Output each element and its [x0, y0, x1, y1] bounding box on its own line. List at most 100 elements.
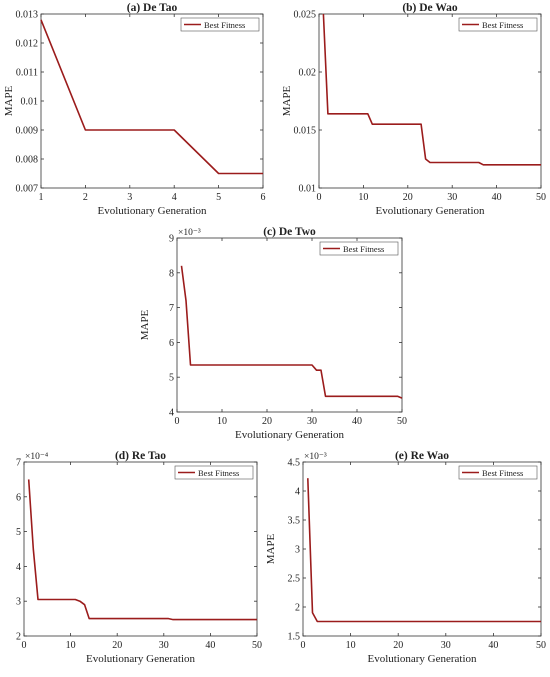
series-line-1: [180, 265, 403, 399]
series-line-1: [40, 19, 263, 175]
y-tick-label: 2.5: [288, 574, 301, 585]
y-tick-label: 8: [169, 268, 174, 279]
plot-area: [318, 13, 542, 189]
series-line-1: [307, 478, 541, 623]
x-tick-label: 40: [488, 640, 498, 651]
y-tick-label: 7: [16, 458, 21, 469]
x-tick-label: 10: [358, 192, 368, 203]
plot-area: [40, 13, 264, 189]
x-axis-label: Evolutionary Generation: [86, 653, 196, 665]
y-tick-label: 6: [16, 492, 21, 503]
y-tick-label: 0.015: [294, 126, 317, 137]
chart-panel-5: 0 10 20 30 40 50 1.5 2 2.5 3 3.5 4 4.5×10⁻³ (e) Re Wa…: [265, 450, 546, 665]
x-tick-label: 10: [66, 640, 76, 651]
y-tick-label: 9: [169, 234, 174, 245]
x-tick-label: 20: [393, 640, 403, 651]
x-tick-label: 5: [216, 192, 221, 203]
x-axis-label: Evolutionary Generation: [235, 429, 345, 441]
y-tick-label: 3: [295, 545, 300, 556]
legend-box: [458, 465, 538, 480]
x-tick-label: 0: [175, 416, 180, 427]
legend-box: [174, 465, 254, 480]
legend-box: [180, 17, 260, 32]
x-tick-label: 20: [403, 192, 413, 203]
y-axis-label: MAPE: [281, 85, 293, 116]
plot-area: [302, 461, 542, 637]
x-tick-label: 3: [127, 192, 132, 203]
legend-label: Best Fitness: [343, 244, 384, 254]
legend: Best Fitness: [458, 17, 538, 32]
x-tick-label: 50: [536, 640, 546, 651]
x-tick-label: 20: [112, 640, 122, 651]
y-tick-label: 2: [16, 632, 21, 643]
y-tick-label: 3: [16, 597, 21, 608]
x-tick-label: 4: [172, 192, 177, 203]
y-tick-label: 2: [295, 603, 300, 614]
x-tick-label: 30: [441, 640, 451, 651]
y-tick-label: 4: [295, 487, 300, 498]
y-tick-label: 0.01: [21, 97, 39, 108]
x-tick-label: 40: [205, 640, 215, 651]
x-tick-label: 1: [39, 192, 44, 203]
x-tick-label: 50: [252, 640, 262, 651]
y-tick-label: 4.5: [288, 458, 301, 469]
y-tick-label: 0.012: [16, 39, 39, 50]
y-tick-label: 0.011: [16, 68, 38, 79]
chart-title: (d) Re Tao: [115, 450, 166, 462]
y-tick-label: 4: [16, 562, 21, 573]
x-tick-label: 30: [159, 640, 169, 651]
x-tick-label: 10: [346, 640, 356, 651]
legend-label: Best Fitness: [482, 20, 523, 30]
chart-title: (a) De Tao: [127, 2, 178, 14]
x-tick-label: 30: [447, 192, 457, 203]
y-tick-label: 6: [169, 338, 174, 349]
x-tick-label: 0: [22, 640, 27, 651]
x-axis-label: Evolutionary Generation: [367, 653, 477, 665]
y-tick-label: 0.009: [16, 126, 39, 137]
y-axis-label: MAPE: [139, 309, 151, 340]
chart-title: (e) Re Wao: [395, 450, 449, 462]
x-tick-label: 30: [307, 416, 317, 427]
y-tick-label: 0.013: [16, 10, 39, 21]
x-tick-label: 20: [262, 416, 272, 427]
legend: Best Fitness: [174, 465, 254, 480]
chart-panel-1: 1 2 3 4 5 6 0.007 0.008 0.009 0.01 0.011 0.012 0.013…: [3, 2, 266, 217]
legend-label: Best Fitness: [198, 468, 239, 478]
x-tick-label: 40: [492, 192, 502, 203]
plot-area: [176, 237, 403, 413]
x-tick-label: 2: [83, 192, 88, 203]
legend-box: [319, 241, 399, 256]
chart-title: (c) De Two: [263, 226, 316, 238]
y-tick-label: 0.025: [294, 10, 317, 21]
y-tick-label: 5: [16, 527, 21, 538]
x-tick-label: 6: [261, 192, 266, 203]
legend: Best Fitness: [458, 465, 538, 480]
y-tick-label: 0.01: [299, 184, 317, 195]
y-tick-label: 3.5: [288, 516, 301, 527]
legend-box: [458, 17, 538, 32]
y-tick-label: 0.007: [16, 184, 39, 195]
y-tick-label: 5: [169, 373, 174, 384]
x-tick-label: 40: [352, 416, 362, 427]
series-line-1: [322, 13, 541, 166]
x-axis-label: Evolutionary Generation: [97, 205, 207, 217]
legend-label: Best Fitness: [482, 468, 523, 478]
x-tick-label: 0: [317, 192, 322, 203]
legend: Best Fitness: [319, 241, 399, 256]
x-axis-label: Evolutionary Generation: [375, 205, 485, 217]
x-tick-label: 0: [301, 640, 306, 651]
x-tick-label: 50: [397, 416, 407, 427]
chart-panel-3: 0 10 20 30 40 50 4 5 6 7 8 9 ×10⁻³ (c) De Two Evolutio…: [139, 226, 407, 441]
chart-panel-4: 0 10 20 30 40 50 2 3 4 5 6 7 ×10⁻⁴ (d) Re Tao Evolutio…: [16, 450, 262, 665]
chart-panel-2: 0 10 20 30 40 50 0.01 0.015 0.02 0.025 (b) De Wao E…: [281, 2, 546, 217]
y-exponent-label: ×10⁻³: [304, 452, 327, 462]
y-axis-label: MAPE: [265, 533, 277, 564]
series-line-1: [27, 479, 257, 621]
y-axis-label: MAPE: [3, 85, 15, 116]
y-tick-label: 1.5: [288, 632, 301, 643]
plot-area: [23, 461, 258, 637]
legend-label: Best Fitness: [204, 20, 245, 30]
legend: Best Fitness: [180, 17, 260, 32]
y-exponent-label: ×10⁻³: [178, 228, 201, 238]
y-tick-label: 4: [169, 408, 174, 419]
